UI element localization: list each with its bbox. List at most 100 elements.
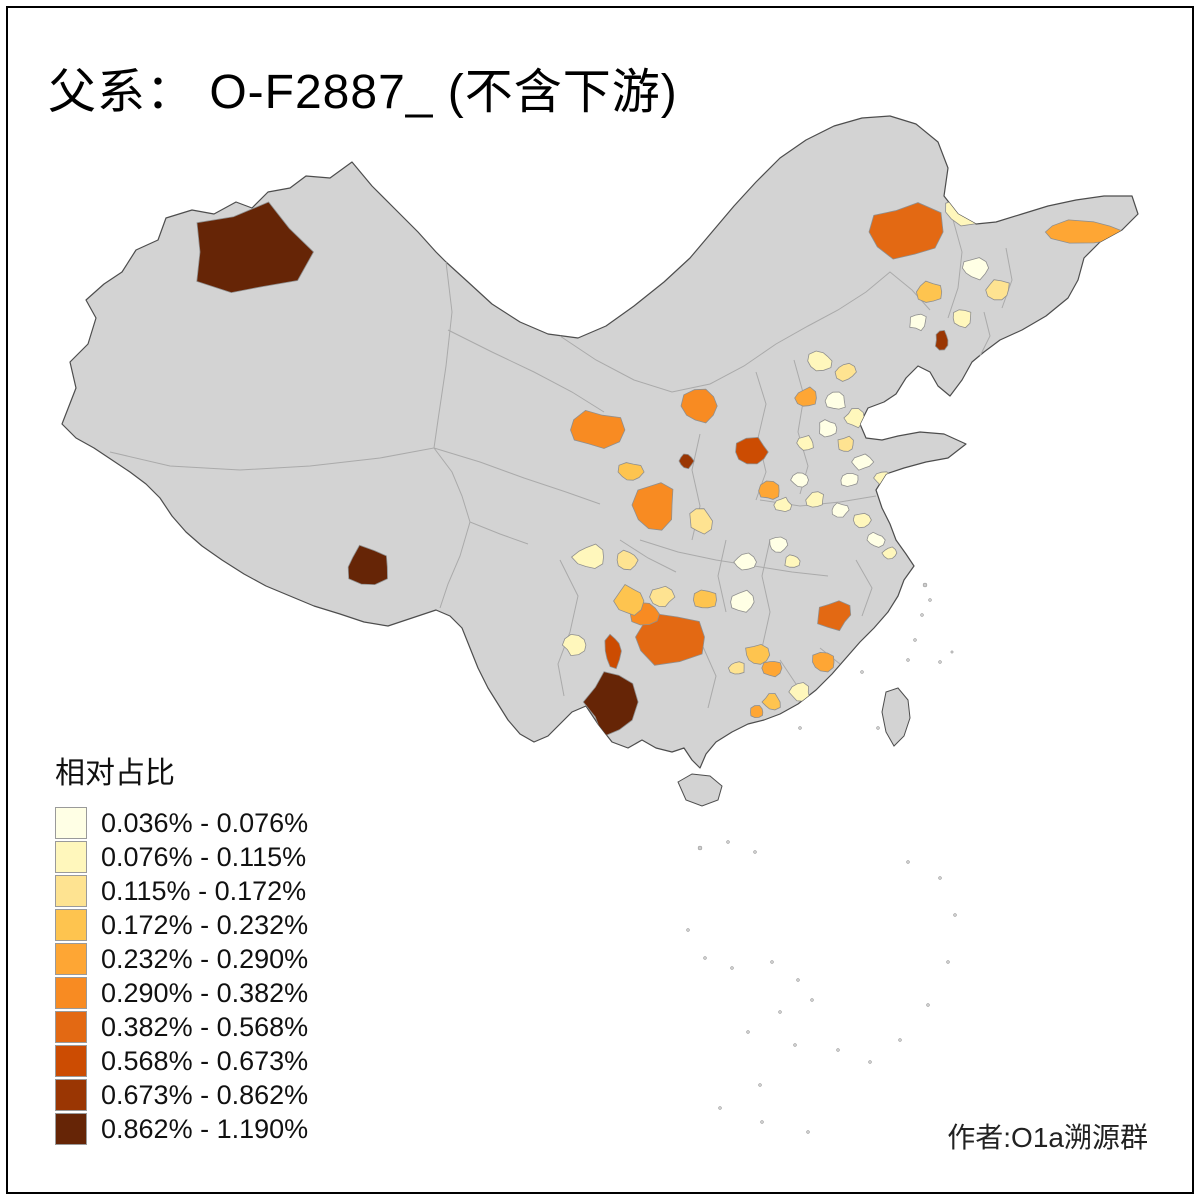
map-region [834,362,857,382]
legend-label: 0.568% - 0.673% [101,1046,309,1076]
map-region [692,589,717,609]
island-speck [906,658,910,662]
map-region [733,552,757,571]
map-region [837,435,854,452]
map-region [868,202,944,260]
map-region [761,693,781,711]
map-region [819,419,838,438]
map-region [831,502,850,518]
island-speck [760,1120,764,1124]
map-region [582,671,639,738]
island-speck [898,1038,902,1042]
island-speck [796,978,800,982]
island-speck [922,582,928,588]
map-region [347,544,388,586]
island-speck [913,638,917,642]
map-region [840,472,859,487]
taiwan-island [881,687,911,747]
island-speck [806,1130,810,1134]
legend-item: 0.673% - 0.862% [55,1078,308,1112]
map-region [769,536,789,553]
island-speck [697,845,703,851]
legend-title: 相对占比 [55,757,175,790]
map-region [773,496,793,513]
legend-swatch [55,909,87,941]
map-region [680,388,718,424]
legend-swatch [55,807,87,839]
map-region [745,643,771,665]
legend-swatch [55,1045,87,1077]
island-speck [953,913,957,917]
map-region [807,350,833,372]
legend-label: 0.862% - 1.190% [101,1114,309,1144]
legend-swatch [55,977,87,1009]
map-region [617,462,645,481]
hainan-island [677,773,723,807]
island-speck [860,670,864,674]
island-speck [686,928,690,932]
map-region [881,546,898,560]
map-region [613,583,645,616]
author-credit: 作者:O1a溯源群 [947,1122,1148,1153]
map-region [790,472,809,488]
legend-swatch [55,943,87,975]
legend-swatch [55,841,87,873]
island-speck [928,598,932,602]
legend-rows: 0.036% - 0.076% 0.076% - 0.115% 0.115% - 0… [55,806,308,1146]
island-speck [876,726,880,730]
legend-label: 0.115% - 0.172% [101,876,307,906]
legend-item: 0.382% - 0.568% [55,1010,308,1044]
province-borders-north [559,215,1013,393]
legend-label: 0.232% - 0.290% [101,944,309,974]
legend-label: 0.290% - 0.382% [101,978,309,1008]
legend-swatch [55,875,87,907]
map-region [730,589,755,613]
map-region [783,711,798,723]
legend-item: 0.115% - 0.172% [55,874,308,908]
map-region [934,329,949,351]
legend-item: 0.036% - 0.076% [55,806,308,840]
map-region [735,436,769,465]
map-region [196,201,314,294]
island-speck [926,1003,930,1007]
map-region [750,705,764,719]
legend-item: 0.862% - 1.190% [55,1112,308,1146]
legend-item: 0.172% - 0.232% [55,908,308,942]
map-region [571,543,604,569]
legend-item: 0.568% - 0.673% [55,1044,308,1078]
map-region [851,453,875,471]
map-region [852,512,872,529]
island-speck [868,1060,872,1064]
map-region [678,453,695,470]
island-speck [906,860,910,864]
legend-item: 0.076% - 0.115% [55,840,308,874]
island-speck [938,660,942,664]
island-speck [793,1043,797,1047]
map-region [561,633,587,657]
map-region [817,600,852,632]
map-region [805,491,824,508]
legend-label: 0.172% - 0.232% [101,910,309,940]
map-region [909,313,927,332]
map-region [824,391,846,410]
island-speck [798,726,802,730]
map-region [952,309,972,329]
legend: 相对占比 0.036% - 0.076% 0.076% - 0.115% 0.115… [55,748,308,1146]
colored-prefectures-layer [196,197,1126,738]
island-speck [770,960,774,964]
small-islands-layer [686,582,957,1134]
island-speck [726,840,730,844]
map-region [604,633,622,670]
map-region [635,613,705,666]
map-region [689,508,713,535]
island-speck [950,650,954,654]
island-speck [836,1048,840,1052]
legend-label: 0.382% - 0.568% [101,1012,309,1042]
map-region [570,409,626,449]
map-title: 父系： O-F2887_ (不含下游) [48,66,678,119]
province-borders-south [557,539,873,709]
map-region [794,386,817,407]
island-speck [778,1010,782,1014]
island-speck [920,613,924,617]
